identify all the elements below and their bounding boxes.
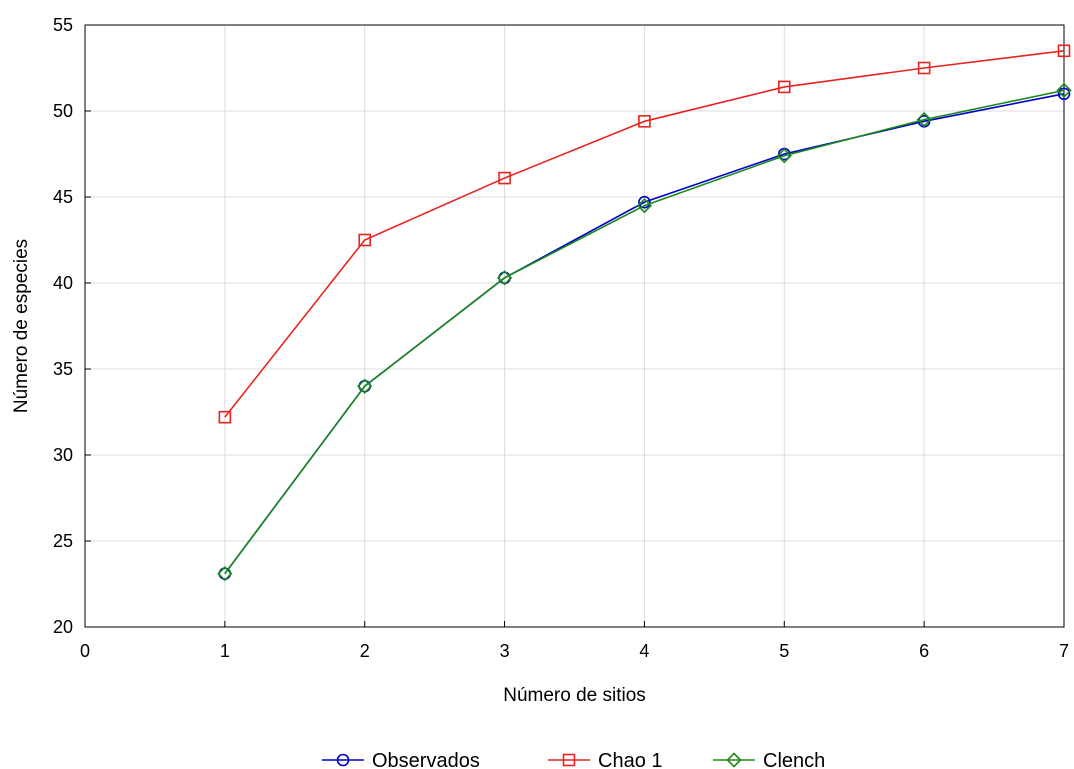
legend-marker [562, 753, 576, 767]
x-tick-label: 2 [360, 641, 370, 661]
x-tick-label: 7 [1059, 641, 1069, 661]
data-point [1057, 87, 1071, 101]
data-point [776, 148, 792, 164]
y-axis-ticks: 20 25 30 35 40 45 50 55 [53, 15, 91, 637]
data-point [636, 197, 653, 214]
data-point [1057, 44, 1071, 58]
x-tick-label: 4 [639, 641, 649, 661]
y-axis-title: Número de especies [11, 239, 32, 413]
data-point [916, 111, 932, 128]
data-point [917, 61, 931, 75]
data-point [777, 80, 791, 94]
legend-item: Chao 1 [548, 750, 663, 769]
plot-frame [84, 24, 1065, 628]
y-tick-label: 20 [53, 617, 73, 637]
legend-marker [336, 753, 350, 767]
y-tick-label: 25 [53, 531, 73, 551]
legend-marker [726, 752, 742, 768]
x-tick-label: 3 [500, 641, 510, 661]
data-point [1056, 82, 1072, 98]
grid [85, 25, 1064, 627]
series-chao-1 [218, 44, 1071, 424]
y-tick-label: 40 [53, 273, 73, 293]
legend: Observados Chao 1 Clench [322, 750, 825, 769]
data-point [638, 195, 651, 209]
data-point [498, 171, 511, 185]
y-tick-label: 50 [53, 101, 73, 121]
data-point [217, 566, 233, 582]
data-point [218, 410, 232, 424]
series-clench [217, 82, 1072, 582]
legend-label: Clench [763, 750, 825, 769]
data-point [638, 115, 651, 128]
x-axis-ticks: 0 1 2 3 4 5 6 7 [80, 621, 1069, 661]
x-tick-label: 5 [779, 641, 789, 661]
x-tick-label: 0 [80, 641, 90, 661]
data-point [496, 270, 513, 286]
series-line [224, 89, 1065, 575]
series [217, 44, 1072, 582]
legend-label: Observados [372, 750, 480, 769]
y-tick-label: 45 [53, 187, 73, 207]
series-line [224, 50, 1065, 418]
y-tick-label: 55 [53, 15, 73, 35]
legend-item: Clench [713, 750, 825, 769]
data-point [358, 233, 372, 247]
legend-label: Chao 1 [598, 750, 663, 769]
y-tick-label: 35 [53, 359, 73, 379]
x-tick-label: 1 [220, 641, 230, 661]
x-tick-label: 6 [919, 641, 929, 661]
x-axis-title: Número de sitios [503, 685, 646, 706]
legend-item: Observados [322, 750, 480, 769]
y-tick-label: 30 [53, 445, 73, 465]
data-point [357, 378, 373, 394]
